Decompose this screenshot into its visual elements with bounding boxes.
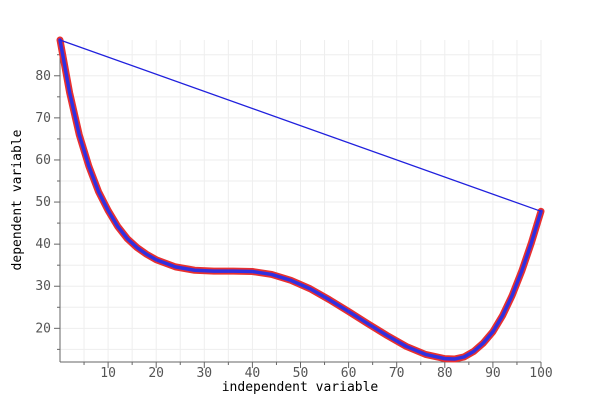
x-tick-label: 70 [389,366,405,381]
grid [60,40,542,362]
y-tick-label: 20 [35,321,51,336]
y-tick-label: 40 [35,237,51,252]
x-tick-label: 80 [437,366,453,381]
y-tick-label: 80 [35,69,51,84]
y-tick-label: 70 [35,111,51,126]
x-tick-label: 20 [148,366,164,381]
y-tick-label: 30 [35,279,51,294]
x-tick-label: 10 [100,366,116,381]
y-tick-label: 60 [35,153,51,168]
x-tick-label: 30 [196,366,212,381]
series-group [56,36,545,363]
curve-line [58,38,543,361]
y-axis-label: dependent variable [10,129,25,270]
x-tick-label: 50 [293,366,309,381]
y-tick-label: 50 [35,195,51,210]
x-tick-label: 100 [529,366,552,381]
x-tick-label: 40 [245,366,261,381]
axes: 10 20 30 40 50 60 70 80 90 100 20 30 40 50 60 70 80 [35,40,553,381]
x-axis-label: independent variable [222,380,379,395]
x-tick-label: 90 [485,366,501,381]
x-tick-label: 60 [341,366,357,381]
chord-line [59,39,542,212]
